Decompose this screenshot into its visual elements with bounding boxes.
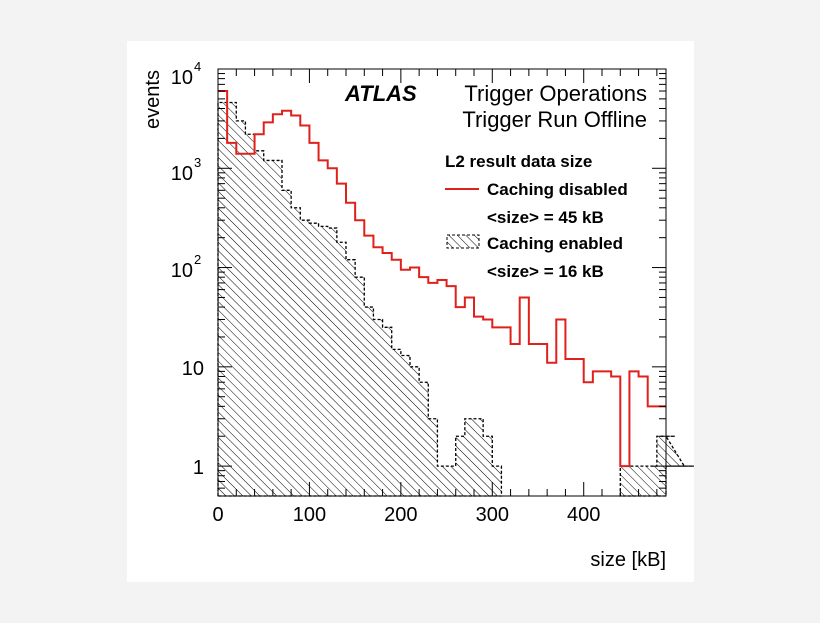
legend-entry-caching-disabled: Caching disabled: [487, 180, 628, 199]
annotation-line-1: Trigger Operations: [464, 81, 647, 106]
y-tick-label-1: 1: [193, 457, 204, 479]
legend: L2 result data size Caching disabled <si…: [445, 152, 628, 281]
y-tick-label-10000: 10 4: [171, 59, 201, 89]
caching-disabled-layer: [218, 90, 666, 468]
hatched-histogram-segment: [217, 101, 503, 497]
svg-text:2: 2: [194, 252, 201, 267]
legend-stat-caching-disabled: <size> = 45 kB: [487, 208, 604, 227]
x-tick-label: 300: [476, 504, 509, 526]
y-axis-label: events: [142, 70, 164, 129]
histogram-chart: 1 10 10 2 10 3 10 4 0 100 200 300 400 si…: [142, 59, 694, 571]
svg-text:3: 3: [194, 155, 201, 170]
y-tick-label-1000: 10 3: [171, 155, 201, 185]
x-tick-label: 0: [212, 504, 223, 526]
legend-entry-caching-enabled: Caching enabled: [487, 234, 623, 253]
x-axis-label: size [kB]: [590, 549, 666, 571]
x-tick-label: 100: [293, 504, 326, 526]
chart-figure: 1 10 10 2 10 3 10 4 0 100 200 300 400 si…: [127, 41, 694, 582]
annotation-line-2: Trigger Run Offline: [462, 107, 647, 132]
x-tick-label: 400: [567, 504, 600, 526]
svg-text:10: 10: [171, 260, 193, 282]
y-tick-label-10: 10: [182, 358, 204, 380]
x-tick-labels: 0 100 200 300 400: [212, 504, 600, 526]
y-tick-label-100: 10 2: [171, 252, 201, 282]
legend-swatch-caching-enabled: [446, 234, 480, 249]
atlas-label: ATLAS: [344, 81, 417, 106]
legend-header: L2 result data size: [445, 152, 592, 171]
svg-text:10: 10: [171, 163, 193, 185]
svg-text:4: 4: [194, 59, 201, 74]
legend-stat-caching-enabled: <size> = 16 kB: [487, 262, 604, 281]
caching-disabled-histogram: [218, 90, 666, 468]
x-tick-label: 200: [384, 504, 417, 526]
axis-ticks: [217, 68, 666, 497]
svg-text:10: 10: [171, 67, 193, 89]
